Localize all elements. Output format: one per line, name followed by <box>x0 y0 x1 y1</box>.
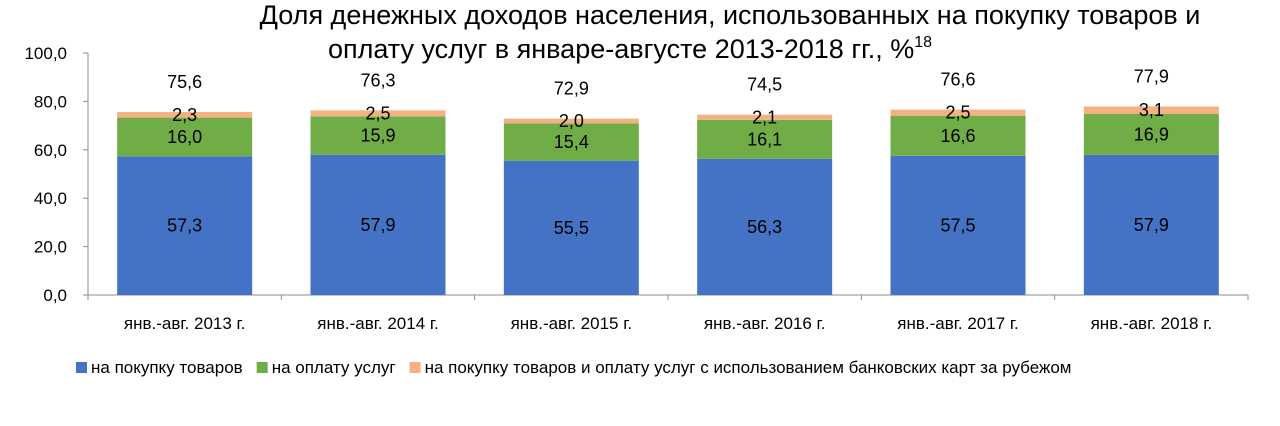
bar-segment-services <box>890 115 1026 156</box>
data-label-services: 15,4 <box>554 132 589 152</box>
data-label-goods: 55,5 <box>554 218 589 238</box>
bar-segment-goods <box>117 156 253 295</box>
bar-segment-services <box>310 116 446 155</box>
data-label-goods: 57,9 <box>1134 215 1169 235</box>
legend-swatch <box>409 362 421 373</box>
y-tick-label: 20,0 <box>34 238 67 257</box>
total-label: 77,9 <box>1134 66 1169 86</box>
data-label-services: 15,9 <box>360 126 395 146</box>
data-label-abroad-cards: 2,0 <box>559 111 584 131</box>
bar-segment-services <box>503 123 639 161</box>
x-axis: янв.-авг. 2013 г. янв.-авг. 2014 г. янв.-а… <box>87 294 1249 333</box>
legend-item-abroad-cards: на покупку товаров и оплату услуг с испо… <box>409 358 1072 377</box>
bar-segment-goods <box>697 158 833 295</box>
bar-stack: 57,9 15,9 2,5 76,3 <box>310 70 446 295</box>
total-label: 75,6 <box>167 72 202 92</box>
total-label: 76,6 <box>940 70 975 90</box>
x-tick-label: янв.-авг. 2013 г. <box>124 314 245 333</box>
data-label-abroad-cards: 2,3 <box>172 105 197 125</box>
bar-segment-abroad-cards <box>890 109 1026 116</box>
bar-segment-goods <box>890 155 1026 295</box>
chart-title-footnote: 18 <box>914 34 932 51</box>
bar-stack: 57,5 16,6 2,5 76,6 <box>890 70 1026 295</box>
bar-segment-goods <box>503 160 639 295</box>
y-tick-label: 60,0 <box>34 141 67 160</box>
data-label-services: 16,1 <box>747 129 782 149</box>
x-tick-label: янв.-авг. 2018 г. <box>1091 314 1212 333</box>
bar-segment-services <box>1083 113 1219 155</box>
data-label-services: 16,6 <box>940 126 975 146</box>
y-tick-label: 80,0 <box>34 92 67 111</box>
bar-segment-abroad-cards <box>310 110 446 117</box>
data-label-goods: 57,3 <box>167 216 202 236</box>
bar-stack: 55,5 15,42,0 72,9 <box>503 79 639 295</box>
data-label-goods: 56,3 <box>747 217 782 237</box>
bars: 57,316,02,375,657,915,92,576,355,515,42,… <box>117 66 1219 295</box>
legend-swatch <box>76 362 87 373</box>
total-label: 72,9 <box>554 79 589 99</box>
bar-segment-goods <box>310 154 446 295</box>
bar-segment-services <box>697 119 833 159</box>
total-label: 74,5 <box>747 75 782 95</box>
y-tick-label: 100,0 <box>24 44 67 63</box>
bar-segment-abroad-cards <box>117 112 253 118</box>
bar-stack: 57,9 16,9 3,1 77,9 <box>1083 66 1219 295</box>
total-label: 76,3 <box>360 70 395 90</box>
legend-swatch <box>256 362 268 373</box>
chart-title-line2-text: оплату услуг в январе-августе 2013-2018 … <box>328 34 914 64</box>
chart-title: Доля денежных доходов населения, использ… <box>260 0 1201 64</box>
legend-item-goods: на покупку товаров <box>76 358 243 377</box>
bar-stack: 57,3 16,02,3 75,6 <box>117 72 253 295</box>
data-label-goods: 57,5 <box>940 215 975 235</box>
y-tick-label: 0,0 <box>43 286 67 305</box>
x-tick-label: янв.-авг. 2015 г. <box>511 314 632 333</box>
x-tick-label: янв.-авг. 2014 г. <box>317 314 438 333</box>
bar-segment-abroad-cards <box>697 114 833 120</box>
y-axis: 0,0 20,0 40,0 60,0 80,0 100,0 <box>24 44 89 305</box>
bar-stack: 56,3 16,12,1 74,5 <box>697 75 833 295</box>
bar-segment-abroad-cards <box>503 118 639 124</box>
data-label-abroad-cards: 3,1 <box>1139 100 1164 120</box>
chart-title-line1: Доля денежных доходов населения, использ… <box>260 0 1201 30</box>
bar-segment-goods <box>1083 154 1219 295</box>
data-label-services: 16,9 <box>1134 124 1169 144</box>
data-label-services: 16,0 <box>167 127 202 147</box>
bar-segment-services <box>117 117 253 157</box>
data-label-goods: 57,9 <box>360 215 395 235</box>
data-label-abroad-cards: 2,5 <box>365 103 390 123</box>
data-label-abroad-cards: 2,1 <box>752 107 777 127</box>
x-tick-label: янв.-авг. 2017 г. <box>897 314 1018 333</box>
y-tick-label: 40,0 <box>34 189 67 208</box>
legend-label: на оплату услуг <box>272 358 396 377</box>
chart-title-line2: оплату услуг в январе-августе 2013-2018 … <box>328 34 932 64</box>
bar-segment-abroad-cards <box>1083 106 1219 114</box>
data-label-abroad-cards: 2,5 <box>945 103 970 123</box>
legend-item-services: на оплату услуг <box>256 358 396 377</box>
legend: на покупку товаров на оплату услуг на поку… <box>76 358 1071 377</box>
x-tick-label: янв.-авг. 2016 г. <box>704 314 825 333</box>
legend-label: на покупку товаров <box>91 358 243 377</box>
legend-label: на покупку товаров и оплату услуг с испо… <box>425 358 1072 377</box>
